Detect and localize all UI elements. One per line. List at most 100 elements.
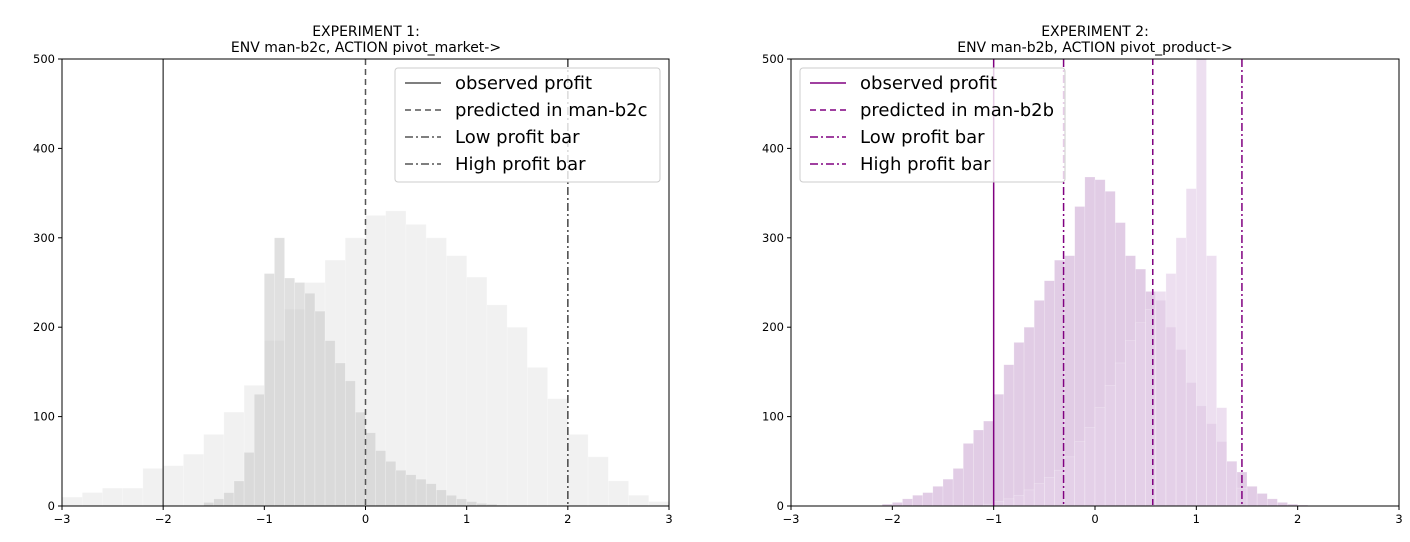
- histogram-series-2: [983, 59, 1248, 506]
- legend-label: predicted in man-b2c: [455, 100, 647, 121]
- panel-subtitle: ENV man-b2c, ACTION pivot_market->: [231, 40, 501, 56]
- x-tick-label: −3: [783, 512, 800, 526]
- histogram-bar: [365, 432, 376, 506]
- legend-label: predicted in man-b2b: [860, 100, 1054, 121]
- x-tick-label: 2: [564, 512, 571, 526]
- x-tick-label: −2: [155, 512, 172, 526]
- histogram-bar: [1044, 280, 1055, 506]
- histogram-bar: [1094, 407, 1106, 506]
- legend-label: High profit bar: [455, 154, 586, 175]
- histogram-bar: [1104, 385, 1116, 506]
- histogram-bar: [607, 480, 629, 506]
- histogram-bar: [81, 492, 103, 506]
- histogram-bar: [1013, 494, 1025, 506]
- histogram-bar: [993, 501, 1005, 506]
- x-tick-label: 2: [1294, 512, 1301, 526]
- histogram-bar: [274, 237, 285, 506]
- plot-area: [62, 59, 669, 506]
- histogram-bar: [1226, 460, 1238, 506]
- x-tick-label: −2: [884, 512, 901, 526]
- histogram-bar: [425, 483, 437, 506]
- x-tick-label: −3: [54, 512, 71, 526]
- histogram-bar: [1033, 300, 1045, 506]
- histogram-bar: [466, 276, 488, 506]
- y-tick-label: 500: [762, 52, 784, 66]
- histogram-bar: [506, 326, 528, 506]
- histogram-bar: [1216, 407, 1228, 506]
- histogram-bar: [203, 502, 215, 506]
- legend-box: [799, 67, 1066, 183]
- histogram-bar: [932, 486, 944, 506]
- histogram-bar: [1246, 486, 1258, 506]
- histogram-bar: [1003, 364, 1015, 506]
- histogram-bar: [1064, 456, 1076, 506]
- histogram-bar: [1033, 483, 1045, 506]
- histogram-bar: [1023, 489, 1035, 506]
- histogram-bar: [142, 468, 164, 506]
- x-tick-label: 3: [1395, 512, 1402, 526]
- histogram-bar: [466, 501, 478, 506]
- y-tick-label: 400: [33, 141, 55, 155]
- histogram-bar: [304, 292, 316, 506]
- histogram-bar: [415, 478, 427, 506]
- histogram-bar: [1277, 502, 1288, 506]
- histogram-bar: [1074, 441, 1086, 506]
- legend-label: Low profit bar: [455, 127, 580, 148]
- y-tick-label: 0: [48, 499, 55, 513]
- histogram-bar: [912, 494, 924, 506]
- histogram-bar: [527, 367, 548, 506]
- legend-label: observed profit: [860, 73, 997, 94]
- y-tick-label: 100: [33, 410, 55, 424]
- histogram-bar: [1165, 273, 1177, 506]
- histogram-bar: [486, 304, 508, 506]
- histogram-bar: [395, 469, 407, 506]
- histogram-bar: [567, 434, 589, 506]
- histogram-bar: [334, 362, 346, 506]
- histogram-bar: [122, 487, 144, 506]
- histogram-bar: [1206, 255, 1217, 506]
- histogram-bar: [213, 498, 225, 506]
- histogram-bar: [983, 420, 994, 506]
- y-tick-label: 200: [762, 320, 784, 334]
- histogram-bar: [1175, 237, 1187, 506]
- legend-label: High profit bar: [860, 154, 991, 175]
- histogram-bar: [902, 498, 913, 506]
- histogram-bar: [547, 398, 569, 506]
- histogram-bar: [62, 496, 83, 506]
- histogram-bar: [962, 443, 974, 506]
- y-tick-label: 300: [33, 231, 55, 245]
- legend-label: Low profit bar: [860, 127, 985, 148]
- panel-experiment-1: EXPERIMENT 1: ENV man-b2c, ACTION pivot_…: [33, 24, 673, 526]
- histogram-bar: [1003, 498, 1015, 506]
- histogram-bar: [1013, 342, 1025, 506]
- histogram-bar: [162, 465, 184, 506]
- histogram-bar: [344, 380, 356, 506]
- x-tick-label: −1: [985, 512, 1002, 526]
- histogram-bar: [648, 501, 669, 506]
- histogram-bar: [1044, 477, 1055, 506]
- histogram-bar: [375, 450, 387, 506]
- histogram-bar: [1114, 362, 1126, 506]
- histogram-bar: [942, 478, 954, 506]
- histogram-bar: [223, 492, 235, 506]
- histogram-bar: [1266, 498, 1278, 506]
- histogram-bar: [203, 434, 225, 506]
- histogram-bar: [314, 310, 326, 506]
- histogram-bar: [922, 492, 934, 506]
- y-tick-label: 300: [762, 231, 784, 245]
- panel-title: EXPERIMENT 1:: [312, 24, 420, 40]
- histogram-bar: [446, 494, 457, 506]
- histogram-bar: [405, 474, 417, 506]
- histogram-bar: [446, 255, 467, 506]
- x-tick-label: −1: [256, 512, 273, 526]
- histogram-bar: [425, 237, 447, 506]
- histogram-bar: [1196, 59, 1207, 506]
- y-tick-label: 400: [762, 141, 784, 155]
- histogram-bar: [253, 393, 265, 506]
- histogram-bar: [284, 277, 295, 506]
- x-tick-label: 3: [665, 512, 672, 526]
- histogram-bar: [973, 429, 984, 506]
- y-tick-label: 200: [33, 320, 55, 334]
- y-tick-label: 100: [762, 410, 784, 424]
